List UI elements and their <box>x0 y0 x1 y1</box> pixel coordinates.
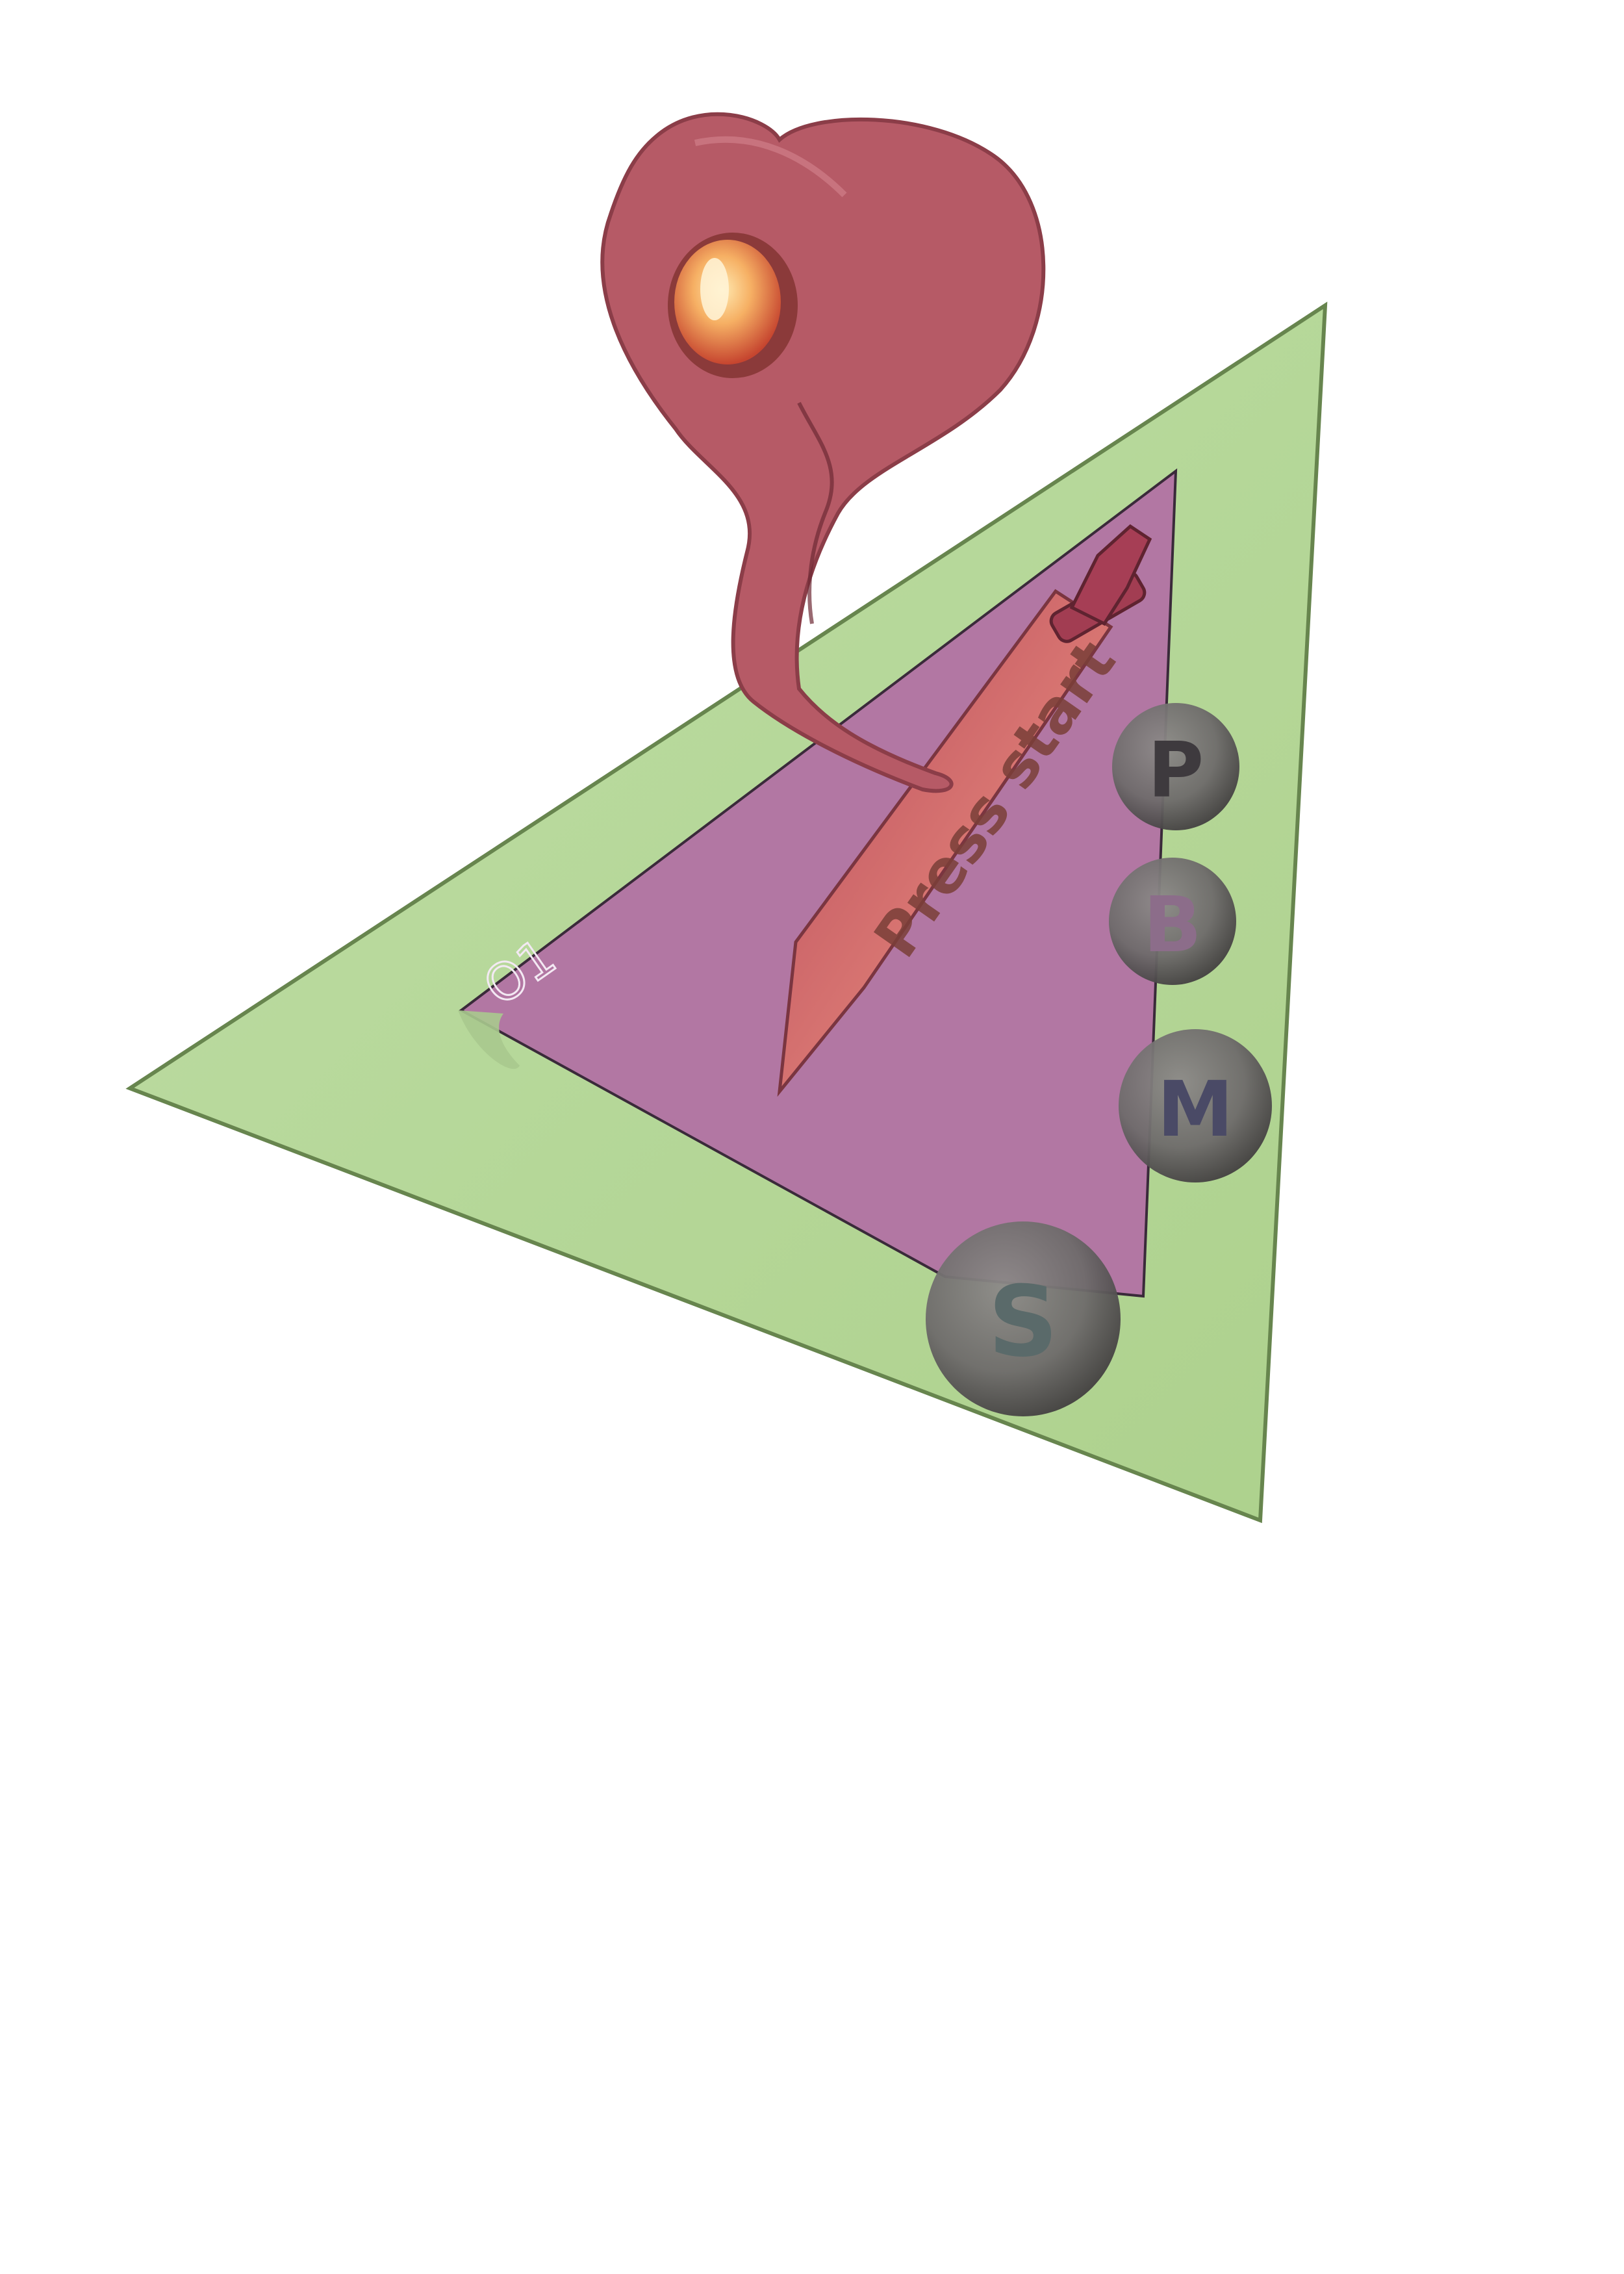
menu-ball-m[interactable]: M <box>1119 1029 1272 1182</box>
panel-corner-curl <box>458 1010 520 1069</box>
menu-ball-b-letter: B <box>1143 880 1202 969</box>
orb-icon <box>668 233 798 378</box>
menu-ball-s[interactable]: S <box>926 1221 1121 1416</box>
menu-ball-b[interactable]: B <box>1109 858 1236 985</box>
sword-icon <box>777 524 1152 1097</box>
menu-ball-p-letter: P <box>1148 725 1204 815</box>
menu-ball-p[interactable]: P <box>1112 703 1239 830</box>
menu-ball-m-letter: M <box>1157 1064 1233 1154</box>
menu-ball-s-letter: S <box>988 1266 1058 1379</box>
